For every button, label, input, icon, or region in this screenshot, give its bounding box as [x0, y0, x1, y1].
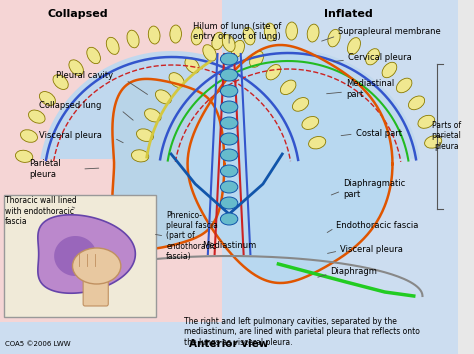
Polygon shape	[156, 49, 420, 159]
Ellipse shape	[220, 69, 238, 81]
Bar	[0, 0, 222, 324]
Ellipse shape	[418, 115, 435, 128]
Ellipse shape	[20, 130, 37, 142]
Ellipse shape	[382, 62, 397, 78]
Ellipse shape	[409, 96, 425, 110]
FancyBboxPatch shape	[4, 195, 155, 317]
Polygon shape	[188, 45, 392, 283]
Text: Visceral pleura: Visceral pleura	[340, 245, 403, 253]
Text: Collapsed lung: Collapsed lung	[39, 102, 101, 110]
Ellipse shape	[243, 27, 255, 45]
Polygon shape	[38, 215, 136, 293]
Text: Endothoracic fascia: Endothoracic fascia	[337, 222, 419, 230]
Ellipse shape	[250, 51, 264, 67]
Ellipse shape	[191, 27, 203, 45]
Text: Inflated: Inflated	[324, 9, 373, 19]
Ellipse shape	[53, 75, 68, 90]
Ellipse shape	[231, 40, 245, 57]
Ellipse shape	[203, 45, 217, 61]
Ellipse shape	[347, 38, 361, 55]
Ellipse shape	[281, 80, 296, 95]
Ellipse shape	[148, 26, 160, 44]
Ellipse shape	[220, 53, 238, 65]
Ellipse shape	[127, 30, 139, 48]
Ellipse shape	[220, 117, 238, 129]
Ellipse shape	[396, 78, 412, 93]
Ellipse shape	[16, 150, 33, 162]
Ellipse shape	[220, 149, 238, 161]
Ellipse shape	[87, 47, 100, 64]
Ellipse shape	[220, 101, 238, 113]
Ellipse shape	[131, 150, 149, 162]
Ellipse shape	[69, 60, 83, 75]
Ellipse shape	[169, 73, 184, 87]
Ellipse shape	[145, 109, 161, 122]
FancyBboxPatch shape	[83, 262, 108, 306]
Text: Cervical pleura: Cervical pleura	[348, 53, 412, 63]
Ellipse shape	[220, 165, 238, 177]
Ellipse shape	[39, 92, 55, 105]
Text: Hilum of lung (site of
entry of root of lung): Hilum of lung (site of entry of root of …	[192, 22, 281, 41]
Ellipse shape	[292, 98, 309, 111]
Ellipse shape	[222, 35, 235, 52]
Ellipse shape	[170, 25, 182, 43]
Text: Mediastinum: Mediastinum	[202, 241, 256, 251]
Text: Visceral pleura: Visceral pleura	[39, 131, 101, 141]
Ellipse shape	[307, 24, 319, 42]
Text: Thoracic wall lined
with endothoracic
fascia: Thoracic wall lined with endothoracic fa…	[5, 196, 77, 226]
Ellipse shape	[106, 37, 119, 55]
Polygon shape	[54, 236, 97, 276]
Text: The right and left pulmonary cavities, separated by the
mediastinum, are lined w: The right and left pulmonary cavities, s…	[184, 317, 419, 347]
Text: COA5 ©2006 LWW: COA5 ©2006 LWW	[5, 341, 71, 347]
Ellipse shape	[220, 133, 238, 145]
Text: Suprapleural membrane: Suprapleural membrane	[338, 28, 441, 36]
Bar	[222, 0, 458, 324]
Ellipse shape	[155, 90, 172, 104]
Text: Parietal
pleura: Parietal pleura	[29, 159, 61, 179]
Ellipse shape	[137, 129, 154, 142]
Text: Anterior view: Anterior view	[190, 339, 269, 349]
Text: Diaphragm: Diaphragm	[331, 268, 377, 276]
Ellipse shape	[220, 213, 238, 225]
Text: Pleural cavity: Pleural cavity	[56, 72, 113, 80]
Ellipse shape	[266, 64, 281, 80]
Ellipse shape	[328, 29, 340, 47]
Polygon shape	[40, 51, 304, 159]
Ellipse shape	[220, 85, 238, 97]
Ellipse shape	[365, 48, 380, 65]
Ellipse shape	[73, 248, 121, 284]
Ellipse shape	[264, 23, 276, 41]
Text: Mediastinal
part: Mediastinal part	[346, 79, 394, 99]
Ellipse shape	[220, 181, 238, 193]
Text: Collapsed: Collapsed	[47, 9, 108, 19]
Text: Phrenico-
pleural fascia
(part of
endothoracic
fascia): Phrenico- pleural fascia (part of endoth…	[166, 211, 218, 261]
Ellipse shape	[28, 110, 45, 123]
Ellipse shape	[286, 22, 298, 40]
Ellipse shape	[302, 116, 319, 130]
Bar	[0, 322, 458, 354]
Ellipse shape	[185, 57, 200, 73]
Text: Parts of
parietal
pleura: Parts of parietal pleura	[432, 121, 462, 151]
Polygon shape	[112, 79, 224, 249]
Ellipse shape	[212, 32, 224, 50]
Ellipse shape	[309, 137, 326, 149]
Text: Diaphragmatic
part: Diaphragmatic part	[343, 179, 405, 199]
Text: Costal part: Costal part	[356, 130, 402, 138]
Ellipse shape	[425, 136, 442, 148]
Ellipse shape	[220, 197, 238, 209]
